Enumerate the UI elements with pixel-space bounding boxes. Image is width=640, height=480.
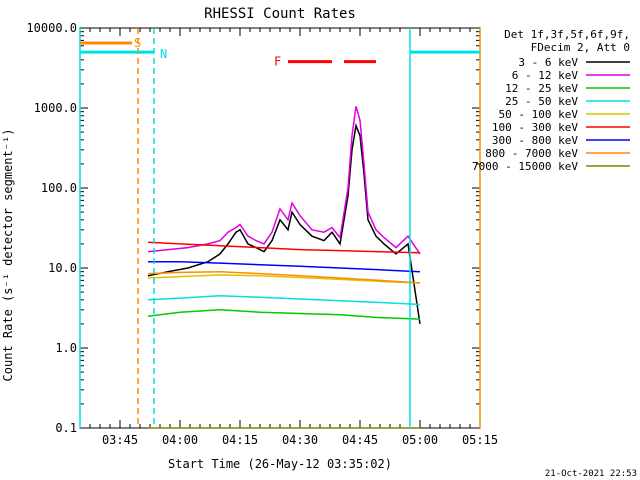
attenuator-label: S bbox=[134, 36, 141, 50]
series-3-6-kev-line bbox=[147, 122, 421, 325]
series-25-50-kev-line bbox=[147, 294, 421, 306]
y-axis-label: Count Rate (s⁻¹ detector segment⁻¹) bbox=[1, 129, 15, 382]
legend-entry-label: 100 - 300 keV bbox=[492, 121, 578, 134]
chart-title: RHESSI Count Rates bbox=[204, 6, 356, 22]
series-300-800-kev-line bbox=[148, 260, 421, 273]
legend-entry-label: 300 - 800 keV bbox=[492, 134, 578, 147]
x-tick-label: 05:15 bbox=[462, 433, 498, 447]
legend-entry-label: 7000 - 15000 keV bbox=[472, 160, 578, 173]
y-tick-label: 10.0 bbox=[48, 261, 77, 275]
x-axis: 03:45 04:00 04:15 04:30 04:45 05:00 05:15 bbox=[79, 28, 498, 447]
x-tick-label: 03:45 bbox=[102, 433, 138, 447]
x-tick-label: 04:45 bbox=[342, 433, 378, 447]
y-tick-label: 0.1 bbox=[55, 421, 77, 435]
footer-timestamp: 21-Oct-2021 22:53 bbox=[545, 469, 637, 479]
legend-entry-label: 6 - 12 keV bbox=[512, 69, 579, 82]
y-tick-label: 10000.0 bbox=[26, 21, 77, 35]
legend-entry-label: 800 - 7000 keV bbox=[485, 147, 578, 160]
flare-flag-label: F bbox=[274, 55, 281, 69]
legend-entry-label: 25 - 50 keV bbox=[505, 95, 578, 108]
series-800-7000-kev-line bbox=[147, 270, 421, 284]
y-tick-label: 100.0 bbox=[41, 181, 77, 195]
series-50-100-kev-line bbox=[147, 274, 421, 284]
x-tick-label: 04:30 bbox=[282, 433, 318, 447]
y-axis: 0.1 1.0 10.0 100.0 1000.0 10000.0 bbox=[26, 21, 480, 435]
x-axis-label: Start Time (26-May-12 03:35:02) bbox=[168, 457, 392, 471]
legend-header-line-2: FDecim 2, Att 0 bbox=[531, 41, 630, 54]
plot-frame bbox=[79, 27, 481, 429]
y-tick-label: 1000.0 bbox=[34, 101, 77, 115]
plot-area bbox=[79, 27, 481, 429]
x-tick-label: 05:00 bbox=[402, 433, 438, 447]
x-tick-label: 04:15 bbox=[222, 433, 258, 447]
series-6-12-kev-line bbox=[147, 106, 421, 255]
legend-entry-label: 12 - 25 keV bbox=[505, 82, 578, 95]
y-tick-label: 1.0 bbox=[55, 341, 77, 355]
x-tick-label: 04:00 bbox=[162, 433, 198, 447]
series-layer bbox=[147, 106, 421, 429]
legend-entry-label: 3 - 6 keV bbox=[518, 56, 578, 69]
indicator-bars: S N F bbox=[79, 28, 481, 428]
legend-header-line-1: Det 1f,3f,5f,6f,9f, bbox=[504, 28, 630, 41]
legend: Det 1f,3f,5f,6f,9f, FDecim 2, Att 0 3 - … bbox=[472, 28, 630, 173]
legend-entry-label: 50 - 100 keV bbox=[499, 108, 579, 121]
series-12-25-kev-line bbox=[147, 309, 421, 320]
series-100-300-kev-line bbox=[147, 241, 421, 254]
night-label: N bbox=[160, 47, 167, 61]
